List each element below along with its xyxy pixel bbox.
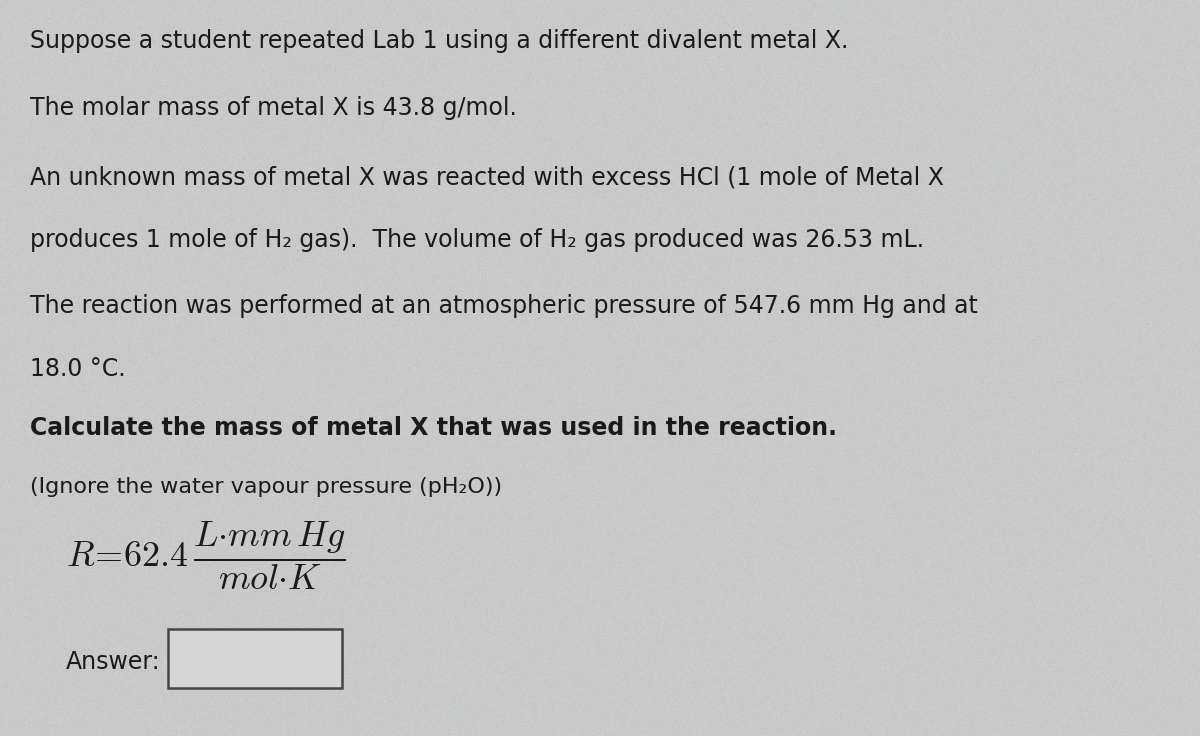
Bar (168, 629, 342, 688)
Text: Suppose a student repeated Lab 1 using a different divalent metal X.: Suppose a student repeated Lab 1 using a… (30, 29, 848, 54)
Text: The molar mass of metal X is 43.8 g/mol.: The molar mass of metal X is 43.8 g/mol. (30, 96, 517, 120)
Text: Answer:: Answer: (66, 651, 161, 674)
Text: The reaction was performed at an atmospheric pressure of 547.6 mm Hg and at: The reaction was performed at an atmosph… (30, 294, 978, 319)
Text: 18.0 °C.: 18.0 °C. (30, 357, 126, 381)
Text: An unknown mass of metal X was reacted with excess HCl (1 mole of Metal X: An unknown mass of metal X was reacted w… (30, 166, 944, 190)
Text: produces 1 mole of H₂ gas).  The volume of H₂ gas produced was 26.53 mL.: produces 1 mole of H₂ gas). The volume o… (30, 228, 924, 252)
Text: Calculate the mass of metal X that was used in the reaction.: Calculate the mass of metal X that was u… (30, 416, 838, 440)
Text: $R\!=\!62.4\,\dfrac{L{\cdot}mm\,Hg}{mol{\cdot}K}$: $R\!=\!62.4\,\dfrac{L{\cdot}mm\,Hg}{mol{… (66, 520, 346, 592)
Text: (Ignore the water vapour pressure (pH₂O)): (Ignore the water vapour pressure (pH₂O)… (30, 477, 502, 497)
